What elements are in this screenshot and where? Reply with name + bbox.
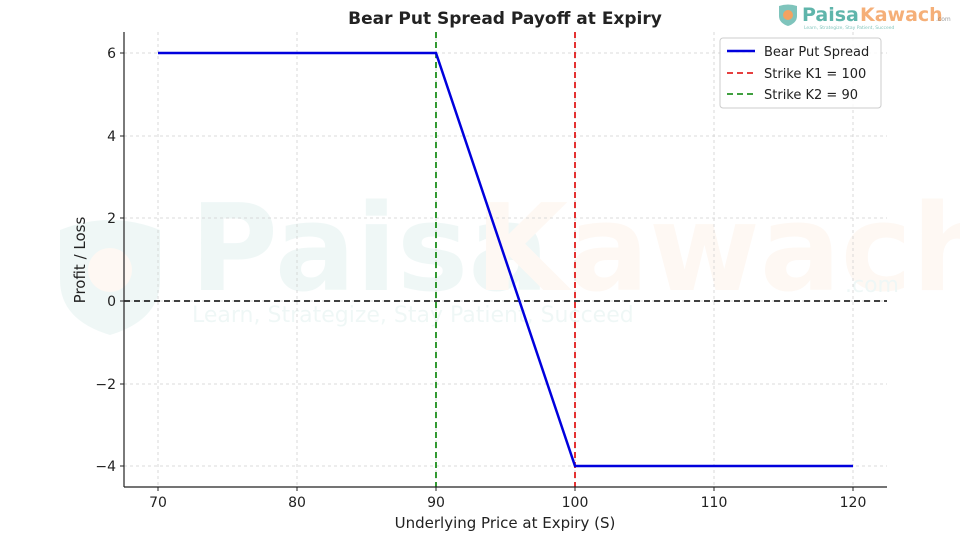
y-axis-ticks: 6 4 2 0 −2 −4 [95, 46, 124, 475]
x-tick-label: 70 [149, 495, 167, 511]
logo-suffix: .com [936, 16, 951, 23]
x-tick-label: 80 [288, 495, 306, 511]
watermark-tagline: Learn, Strategize, Stay Patient, Succeed [192, 303, 634, 328]
bear-put-spread-line [158, 51, 853, 468]
shield-icon [60, 220, 160, 335]
x-tick-label: 90 [427, 495, 445, 511]
y-tick-label: −4 [95, 459, 116, 475]
logo-brand-2: Kawach [860, 4, 943, 26]
logo-brand-1: Paisa [802, 4, 859, 26]
chart-title: Bear Put Spread Payoff at Expiry [348, 9, 662, 29]
logo-tagline: Learn, Strategize, Stay Patient, Succeed [804, 25, 894, 31]
watermark: Paisa Kawach .com Learn, Strategize, Sta… [60, 180, 960, 335]
y-tick-label: −2 [95, 377, 116, 393]
watermark-brand-1: Paisa [190, 180, 549, 319]
watermark-brand-2: Kawach [475, 180, 960, 319]
y-tick-label: 4 [107, 129, 116, 145]
legend-entry: Strike K2 = 90 [764, 88, 858, 103]
legend-entry: Strike K1 = 100 [764, 67, 866, 82]
brand-logo: Paisa Kawach .com Learn, Strategize, Sta… [779, 4, 951, 31]
y-axis-label: Profit / Loss [71, 217, 89, 304]
rupee-coin-icon [783, 10, 793, 20]
watermark-suffix: .com [845, 273, 899, 298]
y-tick-label: 2 [107, 211, 116, 227]
x-axis-label: Underlying Price at Expiry (S) [395, 514, 616, 532]
legend-entry: Bear Put Spread [764, 45, 869, 60]
x-tick-label: 120 [840, 495, 867, 511]
axes-frame [123, 32, 887, 488]
x-axis-ticks: 70 80 90 100 110 120 [149, 487, 866, 511]
y-tick-label: 6 [107, 46, 116, 62]
rupee-coin-icon [88, 248, 132, 292]
y-tick-label: 0 [107, 294, 116, 310]
x-tick-label: 110 [701, 495, 728, 511]
legend: Bear Put Spread Strike K1 = 100 Strike K… [719, 37, 882, 109]
x-tick-label: 100 [562, 495, 589, 511]
